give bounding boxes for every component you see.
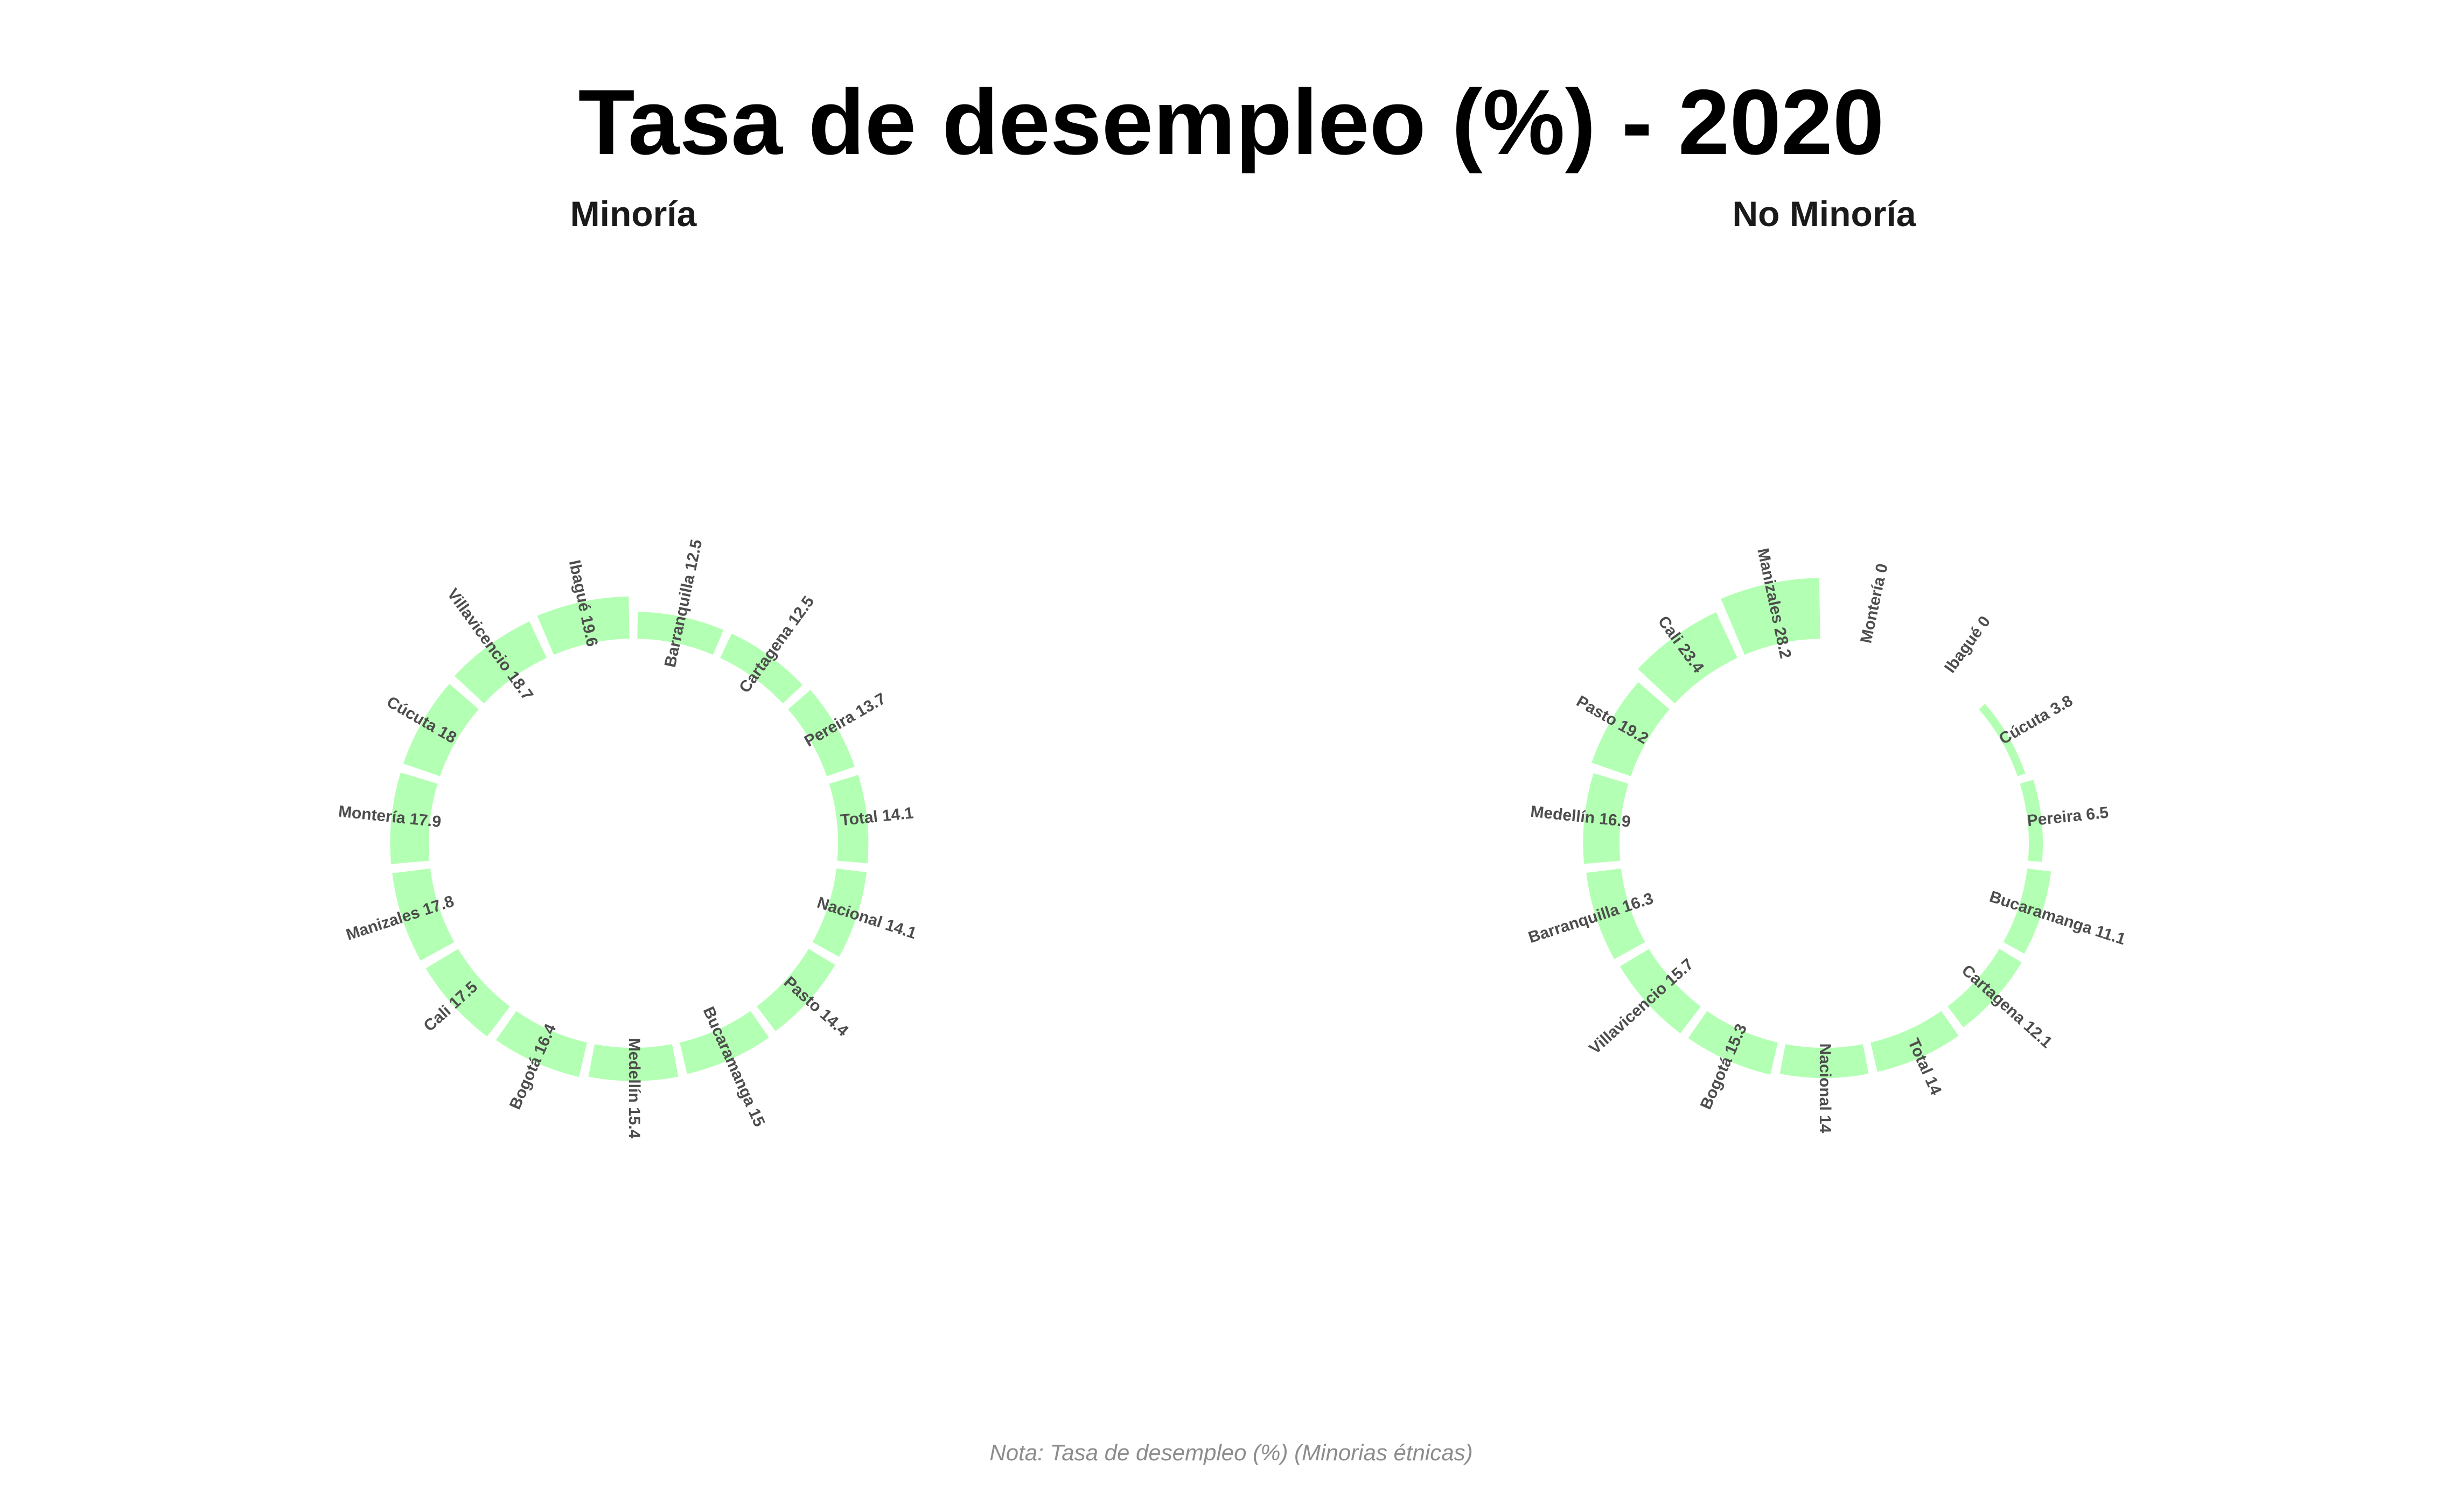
panel-minoria: Minoría Barranquilla 12.5 Cartagena 12.5P… bbox=[338, 194, 919, 1139]
bar-group-minoria bbox=[390, 596, 869, 1081]
bar-label-no-minoria-ibague: Ibagué 0 bbox=[1941, 613, 1994, 676]
bar-minoria-pereira bbox=[788, 690, 855, 776]
bar-group-no-minoria bbox=[1583, 578, 2051, 1079]
bar-minoria-cartagena bbox=[720, 633, 802, 704]
bar-minoria-bogota bbox=[496, 1011, 587, 1077]
bar-no-minoria-medellin bbox=[1583, 773, 1629, 864]
bar-label-no-minoria-monteria: Montería 0 bbox=[1857, 562, 1891, 645]
chart-title: Tasa de desempleo (%) - 2020 bbox=[578, 71, 1884, 174]
bar-minoria-barranquilla bbox=[637, 612, 724, 655]
bar-no-minoria-barranquilla bbox=[1586, 868, 1645, 960]
bar-label-no-minoria-cucuta: Cúcuta 3.8 bbox=[1996, 692, 2076, 748]
bar-minoria-medellin bbox=[588, 1044, 679, 1081]
bar-minoria-manizales bbox=[392, 868, 455, 961]
bar-minoria-nacional bbox=[812, 868, 867, 957]
bar-no-minoria-cartagena bbox=[1948, 949, 2022, 1027]
bar-minoria-total bbox=[829, 775, 869, 864]
bar-no-minoria-cucuta bbox=[1979, 704, 2026, 776]
bar-minoria-monteria bbox=[390, 772, 438, 864]
chart-note: Nota: Tasa de desempleo (%) (Minorias ét… bbox=[989, 1440, 1472, 1465]
panel-title-no-minoria: No Minoría bbox=[1733, 194, 1917, 234]
panel-title-minoria: Minoría bbox=[570, 194, 697, 234]
bar-label-minoria-medellin: Medellín 15.4 bbox=[625, 1038, 643, 1139]
bar-no-minoria-total bbox=[1870, 1011, 1959, 1072]
bar-no-minoria-manizales bbox=[1721, 578, 1820, 655]
bar-no-minoria-pasto bbox=[1592, 682, 1670, 776]
bar-no-minoria-bucaramanga bbox=[2003, 868, 2051, 954]
bar-minoria-bucaramanga bbox=[680, 1011, 769, 1074]
bar-label-no-minoria-nacional: Nacional 14 bbox=[1816, 1044, 1834, 1133]
bar-no-minoria-cali bbox=[1638, 612, 1737, 704]
bar-minoria-ibague bbox=[537, 596, 630, 655]
bar-minoria-cali bbox=[425, 949, 510, 1037]
bar-no-minoria-nacional bbox=[1779, 1044, 1869, 1079]
bar-no-minoria-pereira bbox=[2020, 779, 2043, 862]
bar-minoria-villavicencio bbox=[454, 621, 547, 704]
bar-minoria-cucuta bbox=[403, 684, 479, 776]
bar-minoria-pasto bbox=[757, 949, 835, 1032]
bar-no-minoria-villavicencio bbox=[1620, 949, 1701, 1034]
bar-no-minoria-bogota bbox=[1688, 1011, 1778, 1075]
